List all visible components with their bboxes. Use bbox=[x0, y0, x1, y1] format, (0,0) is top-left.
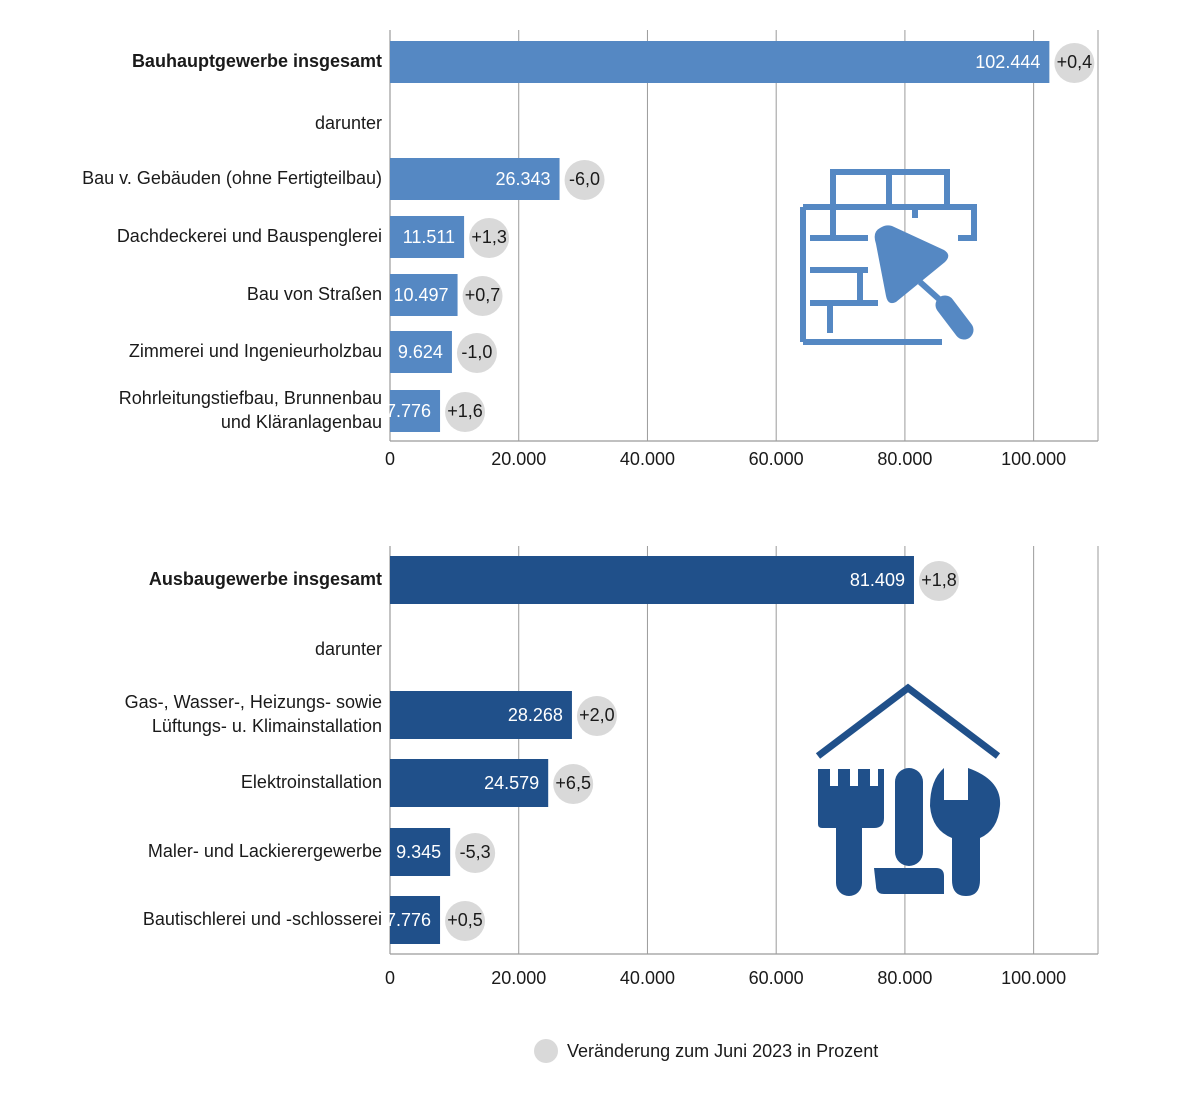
bar bbox=[390, 274, 458, 316]
gridlines bbox=[518, 30, 1099, 441]
change-bubble bbox=[462, 276, 503, 316]
bar-row: Zimmerei und Ingenieurholzbau 9.624 -1,0 bbox=[129, 331, 497, 373]
chart-ausbaugewerbe: 0 20.000 40.000 60.000 80.000 100.000 Ausbauge… bbox=[125, 546, 1099, 988]
change-label: +0,4 bbox=[1057, 52, 1093, 72]
category-label: darunter bbox=[315, 113, 382, 133]
category-label: Elektroinstallation bbox=[241, 772, 382, 792]
category-label: Bau v. Gebäuden (ohne Fertigteilbau) bbox=[82, 168, 382, 188]
bar-row: Ausbaugewerbe insgesamt 81.409 +1,8 bbox=[149, 556, 959, 604]
value-label: 26.343 bbox=[495, 169, 550, 189]
bar-row: Rohrleitungstiefbau, Brunnenbau und Klära… bbox=[119, 388, 486, 432]
change-label: +1,3 bbox=[471, 227, 507, 247]
bar-row: Maler- und Lackierergewerbe 9.345 -5,3 bbox=[148, 828, 496, 876]
bar bbox=[390, 331, 452, 373]
x-tick-label: 0 bbox=[385, 968, 395, 988]
legend-label: Veränderung zum Juni 2023 in Prozent bbox=[567, 1040, 879, 1061]
value-label: 7.776 bbox=[386, 401, 431, 421]
change-label: -1,0 bbox=[461, 342, 492, 362]
bar-row: darunter bbox=[315, 113, 382, 133]
bar bbox=[390, 691, 572, 739]
category-label: darunter bbox=[315, 639, 382, 659]
brick-wall-trowel-icon bbox=[800, 169, 977, 345]
x-tick-label: 0 bbox=[385, 449, 395, 469]
value-label: 28.268 bbox=[508, 705, 563, 725]
category-label: Dachdeckerei und Bauspenglerei bbox=[117, 226, 382, 246]
x-tick-label: 100.000 bbox=[1001, 968, 1066, 988]
value-label: 102.444 bbox=[975, 52, 1040, 72]
bar bbox=[390, 216, 465, 258]
category-label: Zimmerei und Ingenieurholzbau bbox=[129, 341, 382, 361]
change-label: +6,5 bbox=[555, 773, 591, 793]
bar bbox=[390, 828, 451, 876]
value-label: 10.497 bbox=[394, 285, 449, 305]
bar bbox=[390, 896, 441, 944]
change-bubble bbox=[918, 561, 959, 601]
legend-marker bbox=[534, 1039, 558, 1063]
change-bubble bbox=[576, 696, 617, 736]
chart-bauhauptgewerbe: 0 20.000 40.000 60.000 80.000 100.000 Bauhaupt… bbox=[82, 30, 1099, 469]
gridlines bbox=[518, 546, 1099, 954]
value-label: 7.776 bbox=[386, 910, 431, 930]
legend: Veränderung zum Juni 2023 in Prozent bbox=[534, 1038, 878, 1064]
bar-row: Bau v. Gebäuden (ohne Fertigteilbau) 26.3… bbox=[82, 158, 605, 200]
change-bubble bbox=[469, 218, 510, 258]
value-label: 9.345 bbox=[396, 842, 441, 862]
change-label: +0,7 bbox=[465, 285, 501, 305]
value-label: 9.624 bbox=[398, 342, 443, 362]
change-bubble bbox=[553, 764, 594, 804]
x-tick-label: 20.000 bbox=[491, 968, 546, 988]
change-bubble bbox=[455, 833, 496, 873]
change-label: -6,0 bbox=[569, 169, 600, 189]
value-label: 24.579 bbox=[484, 773, 539, 793]
bar-row: darunter bbox=[315, 639, 382, 659]
change-bubble bbox=[564, 160, 605, 200]
category-label: Lüftungs- u. Klimainstallation bbox=[152, 716, 382, 736]
bar-row: Dachdeckerei und Bauspenglerei 11.511 +1,3 bbox=[117, 216, 510, 258]
category-label: Bauhauptgewerbe insgesamt bbox=[132, 51, 382, 71]
category-label: Gas-, Wasser-, Heizungs- sowie bbox=[125, 692, 382, 712]
change-label: +1,6 bbox=[447, 401, 483, 421]
bar-row: Bautischlerei und -schlosserei 7.776 +0,5 bbox=[143, 896, 486, 944]
bar bbox=[390, 759, 549, 807]
x-tick-label: 20.000 bbox=[491, 449, 546, 469]
bar bbox=[390, 158, 560, 200]
change-bubble bbox=[445, 901, 486, 941]
x-tick-label: 60.000 bbox=[749, 968, 804, 988]
change-label: +2,0 bbox=[579, 705, 615, 725]
change-label: +0,5 bbox=[447, 910, 483, 930]
category-label: und Kläranlagenbau bbox=[221, 412, 382, 432]
change-bubble bbox=[1054, 43, 1095, 83]
change-bubble bbox=[456, 333, 497, 373]
bar-row: Bau von Straßen 10.497 +0,7 bbox=[247, 274, 503, 316]
bar-row: Bauhauptgewerbe insgesamt 102.444 +0,4 bbox=[132, 41, 1095, 83]
bar-row: Gas-, Wasser-, Heizungs- sowie Lüftungs- … bbox=[125, 691, 617, 739]
x-tick-label: 60.000 bbox=[749, 449, 804, 469]
x-tick-label: 100.000 bbox=[1001, 449, 1066, 469]
change-label: -5,3 bbox=[460, 842, 491, 862]
category-label: Bau von Straßen bbox=[247, 284, 382, 304]
house-tools-icon bbox=[815, 683, 1001, 896]
x-tick-label: 40.000 bbox=[620, 968, 675, 988]
category-label: Rohrleitungstiefbau, Brunnenbau bbox=[119, 388, 382, 408]
value-label: 81.409 bbox=[850, 570, 905, 590]
category-label: Bautischlerei und -schlosserei bbox=[143, 909, 382, 929]
category-label: Ausbaugewerbe insgesamt bbox=[149, 569, 382, 589]
value-label: 11.511 bbox=[403, 227, 455, 247]
x-tick-label: 80.000 bbox=[877, 449, 932, 469]
change-label: +1,8 bbox=[921, 570, 957, 590]
bar bbox=[390, 41, 1050, 83]
change-bubble bbox=[445, 392, 486, 432]
x-tick-label: 40.000 bbox=[620, 449, 675, 469]
x-tick-label: 80.000 bbox=[877, 968, 932, 988]
bar bbox=[390, 390, 441, 432]
bar-row: Elektroinstallation 24.579 +6,5 bbox=[241, 759, 594, 807]
bar bbox=[390, 556, 914, 604]
category-label: Maler- und Lackierergewerbe bbox=[148, 841, 382, 861]
